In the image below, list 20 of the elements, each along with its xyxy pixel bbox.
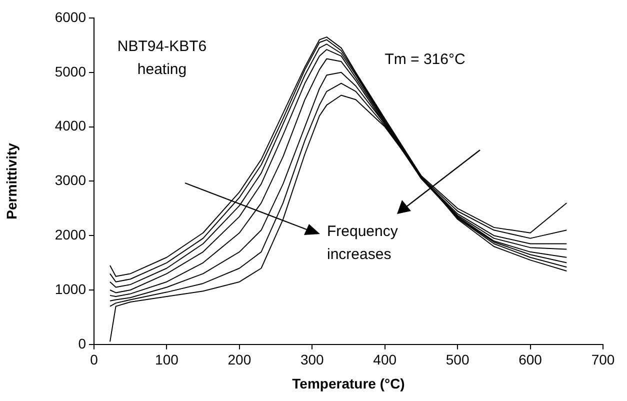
x-axis-title: Temperature (°C)	[292, 375, 405, 392]
y-tick-label: 3000	[54, 172, 86, 188]
y-tick-label: 5000	[54, 63, 86, 80]
y-tick-label: 6000	[54, 8, 86, 25]
annotation: NBT94-KBT6 heating	[117, 38, 207, 78]
annotation: Tm = 316°C	[384, 51, 466, 68]
x-tick-label: 0	[90, 352, 98, 368]
x-tick-label: 400	[373, 352, 397, 368]
y-tick-label: 2000	[54, 226, 86, 242]
x-tick-label: 700	[591, 352, 615, 368]
x-tick-label: 100	[155, 352, 179, 368]
x-tick-label: 600	[518, 352, 542, 368]
y-tick-label: 1000	[54, 280, 86, 297]
y-tick-label: 0	[78, 335, 86, 352]
y-tick-label: 4000	[54, 118, 86, 134]
x-tick-label: 200	[228, 352, 252, 368]
x-tick-label: 500	[446, 352, 470, 368]
y-axis-title: Permittivity	[3, 142, 20, 220]
x-tick-label: 300	[300, 352, 324, 368]
annotation: Frequency increases	[327, 223, 398, 264]
